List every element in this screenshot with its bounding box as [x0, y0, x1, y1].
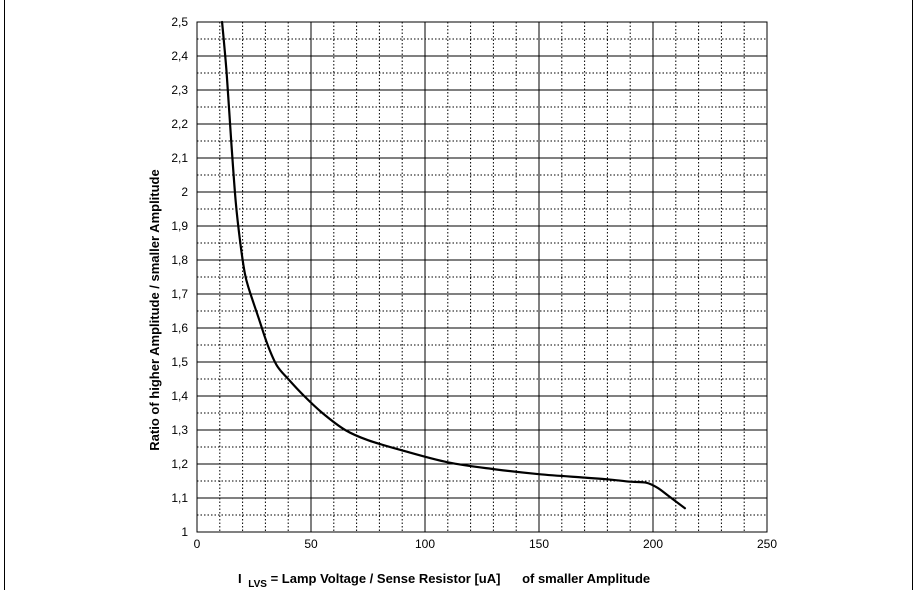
y-tick-label: 1 — [181, 525, 188, 539]
y-tick-label: 1,8 — [171, 253, 188, 267]
minor-gridlines — [197, 22, 767, 532]
x-axis-title-text: = Lamp Voltage / Sense Resistor [uA] — [271, 571, 501, 586]
x-axis-title-subscript: LVS — [248, 579, 267, 590]
x-axis-title: I LVS = Lamp Voltage / Sense Resistor [u… — [238, 571, 650, 590]
series-layer — [220, 20, 687, 510]
y-tick-label: 1,6 — [171, 321, 188, 335]
y-tick-labels: 1 1,1 1,2 1,3 1,4 1,5 1,6 1,7 1,8 1,9 2 2,1 2,2 2,3 2,… — [171, 15, 188, 539]
x-tick-label: 200 — [643, 537, 663, 551]
x-tick-label: 250 — [757, 537, 777, 551]
y-tick-label: 1,5 — [171, 355, 188, 369]
x-tick-label: 150 — [529, 537, 549, 551]
y-tick-label: 1,1 — [171, 491, 188, 505]
x-axis-title-symbol: I — [238, 571, 242, 586]
y-tick-label: 1,7 — [171, 287, 188, 301]
x-tick-label: 0 — [194, 537, 201, 551]
y-tick-label: 1,2 — [171, 457, 188, 471]
y-tick-label: 1,3 — [171, 423, 188, 437]
y-tick-label: 2,1 — [171, 151, 188, 165]
plot-area-border — [196, 21, 768, 533]
x-tick-label: 50 — [304, 537, 318, 551]
chart-frame — [4, 0, 913, 590]
y-tick-label: 1,9 — [171, 219, 188, 233]
y-tick-label: 1,4 — [171, 389, 188, 403]
x-tick-labels: 0 50 100 150 200 250 — [194, 537, 778, 551]
y-tick-label: 2,3 — [171, 83, 188, 97]
y-tick-label: 2,4 — [171, 49, 188, 63]
series-line — [220, 20, 687, 510]
y-tick-label: 2,5 — [171, 15, 188, 29]
y-tick-label: 2,2 — [171, 117, 188, 131]
y-axis-title: Ratio of higher Amplitude / smaller Ampl… — [147, 169, 162, 450]
x-tick-label: 100 — [415, 537, 435, 551]
y-tick-label: 2 — [181, 185, 188, 199]
x-axis-title-suffix: of smaller Amplitude — [522, 571, 650, 586]
